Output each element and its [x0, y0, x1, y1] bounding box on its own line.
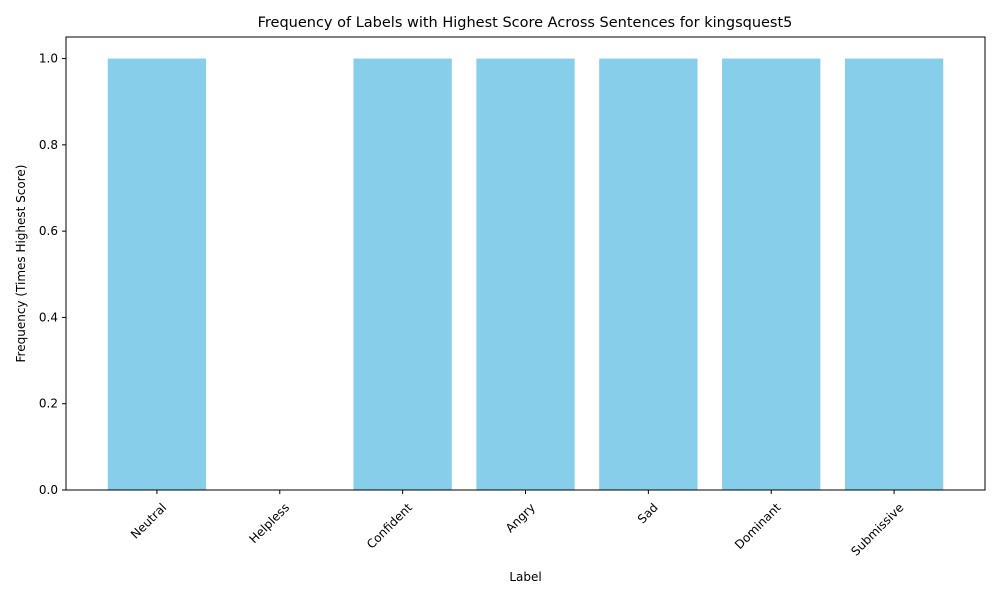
x-tick-label-submissive: Submissive: [848, 500, 906, 558]
y-tick-label: 0.2: [39, 397, 58, 411]
x-tick-label-neutral: Neutral: [128, 500, 169, 541]
y-axis-label: Frequency (Times Highest Score): [14, 165, 28, 363]
y-tick-label: 0.4: [39, 310, 58, 324]
x-tick-label-angry: Angry: [503, 500, 538, 535]
x-tick-label-confident: Confident: [364, 500, 415, 551]
chart-title: Frequency of Labels with Highest Score A…: [258, 15, 793, 31]
bar-sad: [599, 58, 698, 490]
y-tick-label: 0.8: [39, 138, 58, 152]
bar-confident: [353, 58, 452, 490]
x-axis-ticks: Neutral Helpless Confident Angry Sad Dominant…: [128, 490, 906, 559]
bars-group: [107, 58, 944, 490]
x-tick-label-helpless: Helpless: [246, 500, 292, 546]
y-tick-label: 1.0: [39, 52, 58, 66]
bar-submissive: [844, 58, 944, 490]
y-tick-label: 0.0: [39, 483, 58, 497]
x-axis-label: Label: [509, 570, 541, 584]
bar-angry: [476, 58, 575, 490]
y-axis-ticks: 0.0 0.2 0.4 0.6 0.8 1.0: [39, 52, 66, 497]
plot-frame: [65, 36, 986, 491]
x-tick-label-sad: Sad: [635, 500, 661, 526]
bar-dominant: [722, 58, 821, 490]
bar-neutral: [107, 58, 207, 490]
y-tick-label: 0.6: [39, 224, 58, 238]
x-tick-label-dominant: Dominant: [732, 500, 784, 552]
